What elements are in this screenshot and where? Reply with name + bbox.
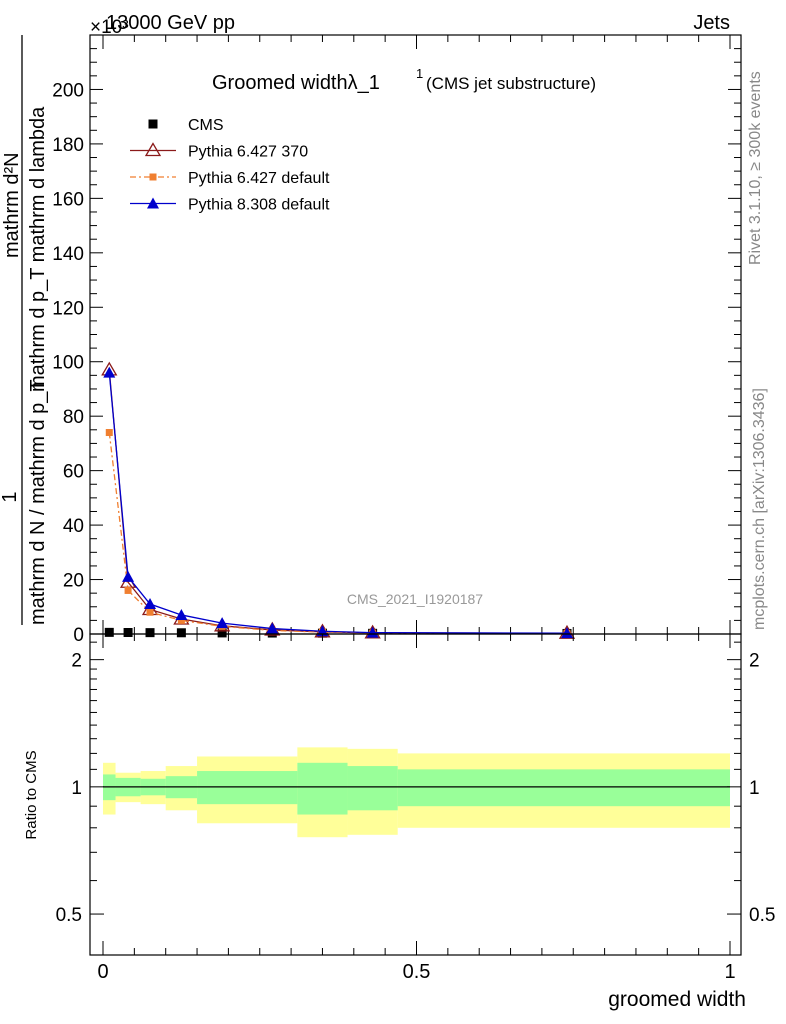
ratio-inner-band — [297, 762, 348, 815]
legend-item: CMS — [148, 117, 224, 134]
y-tick-label: 180 — [52, 135, 84, 156]
y-tick-label: 40 — [63, 516, 84, 537]
analysis-watermark: CMS_2021_I1920187 — [347, 591, 483, 607]
data-point — [177, 616, 185, 624]
y-tick-label: 120 — [52, 298, 84, 319]
y-tick-label: 20 — [63, 571, 84, 592]
series-line — [108, 372, 567, 634]
y-tick-label: 100 — [52, 353, 84, 374]
legend-item: Pythia 6.427 370 — [130, 142, 308, 161]
ylabel-frac-top: mathrm d p_T mathrm d lambda — [27, 106, 49, 392]
ylabel-top: mathrm d²N — [1, 152, 23, 258]
series-pythia-6-427-default — [105, 429, 571, 637]
x-axis-label: groomed width — [608, 988, 746, 1011]
data-point — [175, 608, 188, 620]
legend-item: Pythia 6.427 default — [130, 170, 330, 187]
data-point — [266, 622, 279, 634]
series-layer — [101, 361, 576, 639]
data-point — [124, 586, 132, 594]
process-label: Jets — [693, 12, 730, 34]
data-point — [122, 570, 135, 582]
y-tick-label: 200 — [52, 80, 84, 101]
ratio-tick-label-right: 2 — [749, 651, 760, 672]
ratio-y-label: Ratio to CMS — [23, 750, 40, 839]
ratio-tick-label: 1 — [71, 778, 82, 799]
ratio-tick-label-right: 1 — [749, 778, 760, 799]
chart-title-suffix: (CMS jet substructure) — [426, 74, 596, 93]
ratio-bands — [103, 747, 730, 838]
series-line — [108, 432, 567, 634]
y-tick-label: 140 — [52, 244, 84, 265]
mcplots-label: mcplots.cern.ch [arXiv:1306.3436] — [751, 388, 768, 630]
energy-label: 13000 GeV pp — [106, 12, 235, 34]
data-point — [144, 598, 157, 610]
ratio-inner-band — [397, 769, 730, 807]
ratio-axis-ticks: 0.5 0.5 1 1 2 2 0 0.5 1 — [56, 634, 775, 983]
ratio-inner-band — [197, 771, 298, 805]
ratio-tick-label-right: 0.5 — [749, 905, 775, 926]
ylabel-one: 1 — [0, 491, 21, 502]
ratio-tick-label: 2 — [71, 651, 82, 672]
data-point — [560, 627, 573, 639]
data-point — [123, 628, 133, 638]
ratio-frame-rect — [89, 633, 742, 956]
ylabel-bottom: mathrm d N / mathrm d p_T — [27, 379, 49, 625]
legend-item: Pythia 8.308 default — [130, 197, 330, 214]
main-axis-ticks: 0 20 40 60 80 100 120 140 160 180 200 — [52, 35, 741, 646]
x-tick-label: 0 — [97, 961, 108, 983]
chart-title: Groomed widthλ_1 — [212, 72, 380, 94]
data-point — [217, 628, 227, 638]
y-tick-label: 80 — [63, 407, 84, 428]
rivet-label: Rivet 3.1.10, ≥ 300k events — [747, 71, 764, 265]
series-line — [108, 369, 567, 634]
y-tick-label: 0 — [73, 625, 84, 646]
chart-title-sup: 1 — [416, 66, 423, 81]
data-point — [146, 608, 154, 616]
x-tick-label: 1 — [724, 961, 735, 983]
data-point — [144, 142, 162, 157]
legend-label: Pythia 8.308 default — [188, 197, 330, 214]
legend: CMS Pythia 6.427 370 Pythia 6.427 default P… — [130, 117, 330, 214]
data-point — [216, 617, 229, 629]
data-point — [104, 627, 114, 637]
y-axis-label: 1 mathrm d N / mathrm d p_T mathrm d²N m… — [0, 35, 49, 625]
series-pythia-8-308-default — [103, 366, 573, 639]
ratio-tick-label: 0.5 — [56, 905, 82, 926]
legend-label: Pythia 6.427 default — [188, 170, 330, 187]
y-tick-label: 60 — [63, 462, 84, 483]
y-tick-label: 160 — [52, 189, 84, 210]
data-point — [176, 628, 186, 638]
data-point — [105, 429, 113, 437]
legend-label: Pythia 6.427 370 — [188, 144, 308, 161]
exponent-label: ×10³ — [90, 17, 129, 38]
ratio-frame — [89, 633, 742, 956]
data-point — [149, 173, 157, 181]
series-pythia-6-427-370 — [101, 361, 576, 639]
data-point — [148, 119, 158, 129]
ratio-inner-band — [347, 766, 398, 811]
legend-label: CMS — [188, 117, 224, 134]
data-point — [145, 628, 155, 638]
data-point — [366, 626, 379, 638]
data-point — [103, 366, 116, 378]
data-point — [147, 197, 159, 209]
x-tick-label: 0.5 — [403, 961, 431, 983]
